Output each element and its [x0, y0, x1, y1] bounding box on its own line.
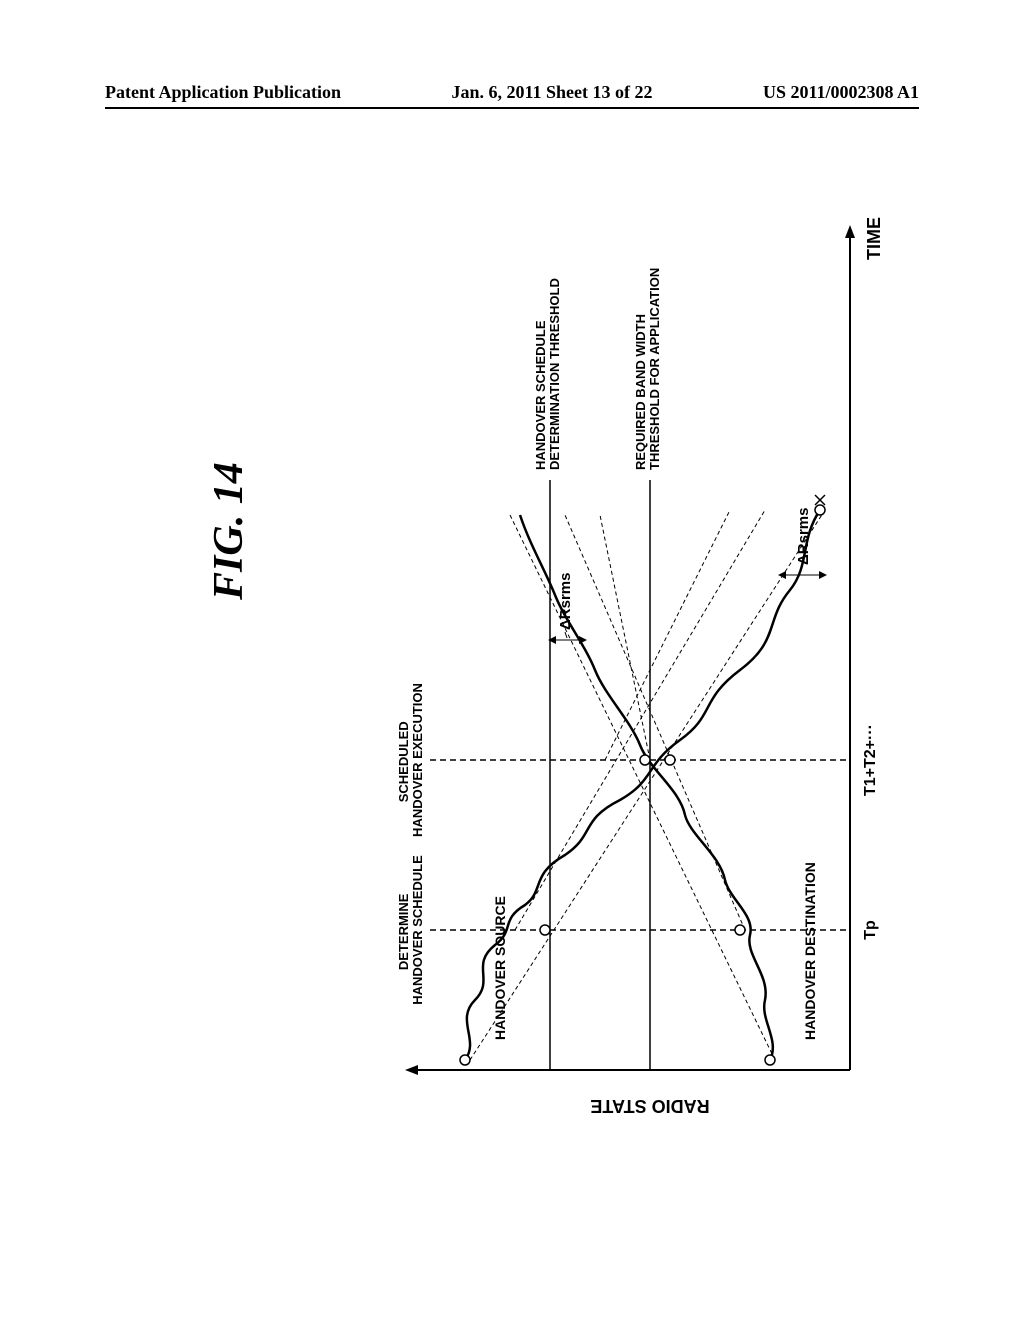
handover-source-label: HANDOVER SOURCE	[492, 896, 508, 1040]
y-axis-label: RADIO STATE	[590, 1096, 709, 1116]
chart-container: RADIO STATE TIME DETERMINE HANDOVER SCHE…	[165, 385, 1024, 925]
tsum-label: T1+T2+···	[862, 724, 879, 796]
endpoint-arrow	[815, 495, 825, 505]
bandwidth-threshold-label: REQUIRED BAND WIDTH THRESHOLD FOR APPLIC…	[633, 268, 662, 470]
chart-axes	[405, 225, 855, 1075]
header-left: Patent Application Publication	[105, 82, 341, 103]
x-axis-label: TIME	[864, 217, 884, 260]
handover-chart: RADIO STATE TIME DETERMINE HANDOVER SCHE…	[370, 180, 910, 1130]
scheduled-execution-label: SCHEDULED HANDOVER EXECUTION	[396, 683, 425, 837]
source-dash2	[605, 510, 730, 760]
page-header: Patent Application Publication Jan. 6, 2…	[105, 82, 919, 109]
chart-markers	[460, 505, 825, 1065]
tp-label: Tp	[862, 920, 879, 940]
schedule-threshold-label: HANDOVER SCHEDULE DETERMINATION THRESHOL…	[533, 278, 562, 470]
figure-area: FIG. 14	[105, 160, 919, 1160]
dest-dash1	[565, 515, 745, 930]
delta-upper-label: ΔRsrms	[557, 573, 574, 630]
header-right: US 2011/0002308 A1	[763, 82, 919, 103]
delta-lower-indicator	[778, 571, 827, 579]
delta-lower-label: ΔRsrms	[795, 508, 812, 565]
handover-destination-label: HANDOVER DESTINATION	[802, 862, 818, 1040]
source-trend	[470, 510, 825, 1060]
header-center: Jan. 6, 2011 Sheet 13 of 22	[451, 82, 652, 103]
source-dash1	[515, 510, 765, 930]
dest-dash2	[600, 515, 650, 760]
source-curve	[465, 510, 820, 1060]
delta-upper-indicator	[548, 636, 587, 644]
determine-schedule-label: DETERMINE HANDOVER SCHEDULE	[396, 855, 425, 1005]
delta-upper-pointer	[565, 632, 567, 638]
